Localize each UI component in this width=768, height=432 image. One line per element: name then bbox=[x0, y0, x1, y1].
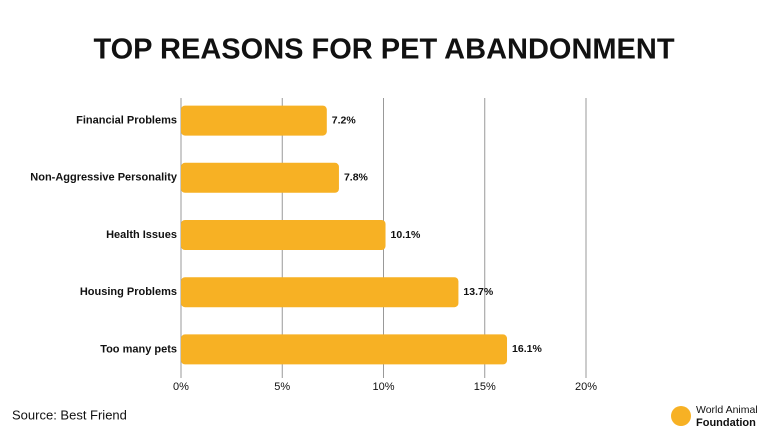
value-label: 13.7% bbox=[463, 286, 493, 298]
y-tick-label: Too many pets bbox=[100, 343, 177, 355]
y-tick-label: Housing Problems bbox=[80, 286, 177, 298]
value-label: 7.2% bbox=[332, 114, 357, 126]
x-tick-label: 15% bbox=[474, 381, 496, 393]
logo-line: Foundation bbox=[696, 417, 756, 429]
bar bbox=[181, 162, 339, 193]
bar bbox=[181, 220, 386, 250]
source: Source: Best Friend bbox=[12, 407, 127, 422]
y-tick-label: Non-Aggressive Personality bbox=[30, 172, 178, 184]
value-label: 7.8% bbox=[344, 172, 369, 184]
x-tick-label: 10% bbox=[372, 381, 394, 393]
x-tick-label: 5% bbox=[274, 381, 290, 393]
x-tick-label: 20% bbox=[575, 381, 597, 393]
chart-title: TOP REASONS FOR PET ABANDONMENT bbox=[93, 34, 674, 66]
logo: World Animal Foundation bbox=[671, 404, 758, 429]
value-label: 16.1% bbox=[512, 343, 542, 355]
bar bbox=[181, 105, 327, 136]
x-tick-label: 0% bbox=[173, 381, 189, 393]
logo-line: World Animal bbox=[696, 404, 758, 416]
y-tick-label: Health Issues bbox=[106, 229, 177, 241]
value-label: 10.1% bbox=[391, 229, 421, 241]
bar bbox=[181, 277, 459, 308]
y-tick-label: Financial Problems bbox=[76, 115, 177, 127]
bar bbox=[181, 334, 508, 365]
logo-icon bbox=[671, 406, 691, 426]
